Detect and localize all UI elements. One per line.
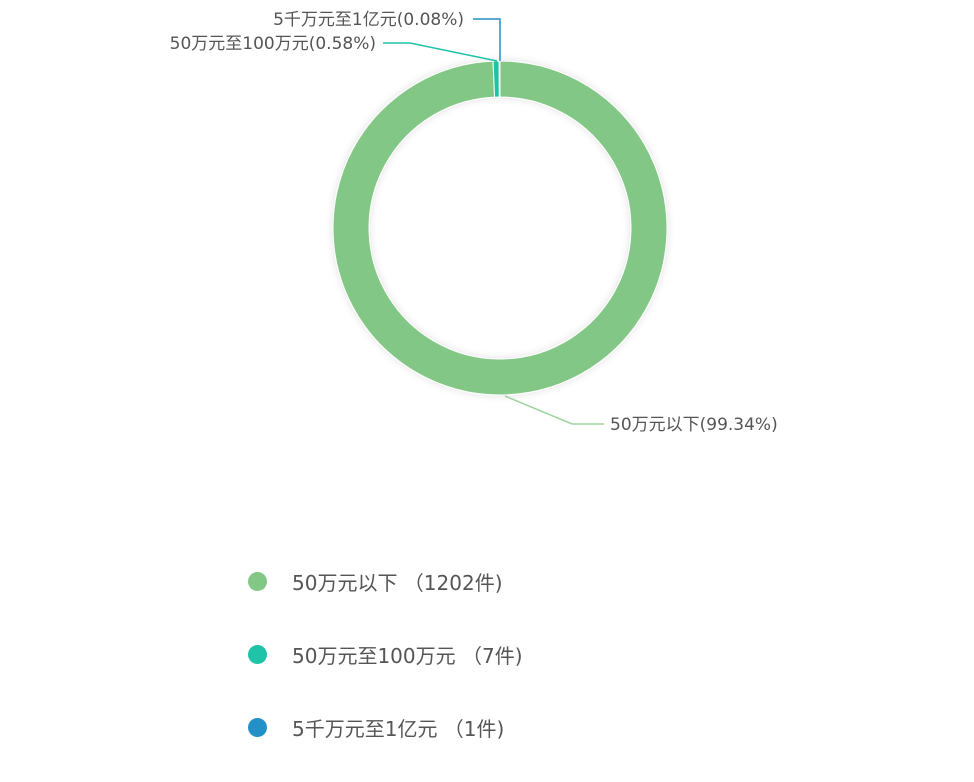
legend-dot: [248, 718, 267, 737]
slice-label-0: 50万元以下(99.34%): [610, 415, 778, 435]
legend-label: 5千万元至1亿元 （1件): [292, 717, 505, 741]
label-line-2: [473, 18, 501, 61]
legend-label: 50万元以下 （1202件): [292, 571, 503, 595]
slice-0[interactable]: [332, 60, 668, 396]
legend-item-5kw-1y[interactable]: 5千万元至1亿元 （1件): [248, 709, 523, 746]
legend-item-50w-100w[interactable]: 50万元至100万元 （7件): [248, 636, 523, 673]
legend: 50万元以下 （1202件) 50万元至100万元 （7件) 5千万元至1亿元 …: [248, 563, 523, 782]
label-line-1: [383, 42, 498, 62]
legend-dot: [248, 572, 267, 591]
slice-label-2: 5千万元至1亿元(0.08%): [273, 10, 464, 30]
label-line-0: [504, 395, 604, 425]
donut-chart: 50万元以下(99.34%) 50万元至100万元(0.58%) 5千万元至1亿元(…: [170, 10, 778, 435]
legend-item-under-50w[interactable]: 50万元以下 （1202件): [248, 563, 523, 600]
slice-label-1: 50万元至100万元(0.58%): [170, 34, 376, 54]
legend-label: 50万元至100万元 （7件): [292, 644, 523, 668]
legend-dot: [248, 645, 267, 664]
slice-2[interactable]: [498, 60, 501, 98]
slice-1[interactable]: [492, 60, 500, 98]
